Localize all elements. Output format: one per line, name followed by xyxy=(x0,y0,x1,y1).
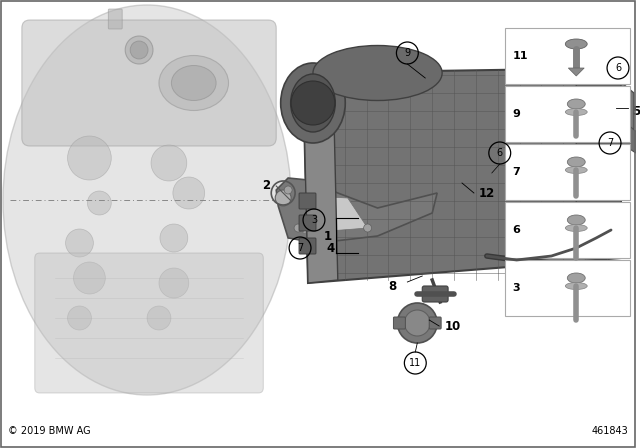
Text: 5: 5 xyxy=(632,104,640,117)
Circle shape xyxy=(404,310,430,336)
Circle shape xyxy=(68,306,92,330)
Ellipse shape xyxy=(565,283,587,289)
Polygon shape xyxy=(303,68,621,283)
Circle shape xyxy=(397,303,437,343)
Circle shape xyxy=(284,186,292,194)
Text: 1: 1 xyxy=(324,229,332,242)
Circle shape xyxy=(68,136,111,180)
Ellipse shape xyxy=(3,5,291,395)
Ellipse shape xyxy=(281,63,345,143)
FancyBboxPatch shape xyxy=(505,144,630,200)
Ellipse shape xyxy=(565,224,587,232)
Polygon shape xyxy=(303,70,338,283)
Polygon shape xyxy=(576,68,621,258)
Text: 7: 7 xyxy=(297,243,303,253)
FancyBboxPatch shape xyxy=(22,20,276,146)
FancyBboxPatch shape xyxy=(108,9,122,29)
Ellipse shape xyxy=(567,215,585,225)
Polygon shape xyxy=(303,196,367,233)
Circle shape xyxy=(151,145,187,181)
Polygon shape xyxy=(568,68,584,76)
Text: 11: 11 xyxy=(513,51,528,61)
Circle shape xyxy=(160,224,188,252)
Ellipse shape xyxy=(565,167,587,173)
Text: 12: 12 xyxy=(479,186,495,199)
Polygon shape xyxy=(586,78,634,153)
Text: 9: 9 xyxy=(513,109,520,119)
FancyBboxPatch shape xyxy=(505,28,630,84)
Circle shape xyxy=(147,306,171,330)
Ellipse shape xyxy=(567,273,585,283)
Polygon shape xyxy=(276,178,437,243)
FancyBboxPatch shape xyxy=(394,317,405,329)
Text: 6: 6 xyxy=(615,63,621,73)
Circle shape xyxy=(291,81,335,125)
Circle shape xyxy=(294,224,302,232)
Text: 6: 6 xyxy=(497,148,503,158)
Text: 7: 7 xyxy=(513,167,520,177)
Text: © 2019 BMW AG: © 2019 BMW AG xyxy=(8,426,91,436)
FancyBboxPatch shape xyxy=(505,202,630,258)
Circle shape xyxy=(364,224,372,232)
Text: 4: 4 xyxy=(327,241,335,254)
Circle shape xyxy=(173,177,205,209)
Text: 10: 10 xyxy=(445,319,461,332)
Circle shape xyxy=(130,41,148,59)
Circle shape xyxy=(74,262,106,294)
FancyBboxPatch shape xyxy=(299,193,316,209)
Text: 7: 7 xyxy=(607,138,613,148)
FancyBboxPatch shape xyxy=(505,260,630,316)
Ellipse shape xyxy=(567,157,585,167)
Ellipse shape xyxy=(565,39,587,49)
Text: 3: 3 xyxy=(311,215,317,225)
FancyBboxPatch shape xyxy=(429,317,441,329)
Polygon shape xyxy=(616,123,640,153)
FancyBboxPatch shape xyxy=(505,86,630,142)
FancyBboxPatch shape xyxy=(299,215,316,231)
Ellipse shape xyxy=(565,108,587,116)
Ellipse shape xyxy=(313,46,442,100)
Text: 461843: 461843 xyxy=(591,426,628,436)
FancyBboxPatch shape xyxy=(35,253,263,393)
Text: 3: 3 xyxy=(513,283,520,293)
Ellipse shape xyxy=(567,99,585,109)
Ellipse shape xyxy=(159,56,228,111)
Circle shape xyxy=(159,268,189,298)
Text: 2: 2 xyxy=(262,178,270,191)
Circle shape xyxy=(88,191,111,215)
FancyBboxPatch shape xyxy=(422,286,448,302)
Text: 11: 11 xyxy=(409,358,421,368)
Circle shape xyxy=(125,36,153,64)
FancyBboxPatch shape xyxy=(299,238,316,254)
Text: 8: 8 xyxy=(388,280,397,293)
Circle shape xyxy=(65,229,93,257)
Text: 9: 9 xyxy=(404,48,410,58)
Ellipse shape xyxy=(291,74,335,132)
Text: 6: 6 xyxy=(513,225,520,235)
Ellipse shape xyxy=(172,65,216,100)
Circle shape xyxy=(275,190,291,206)
